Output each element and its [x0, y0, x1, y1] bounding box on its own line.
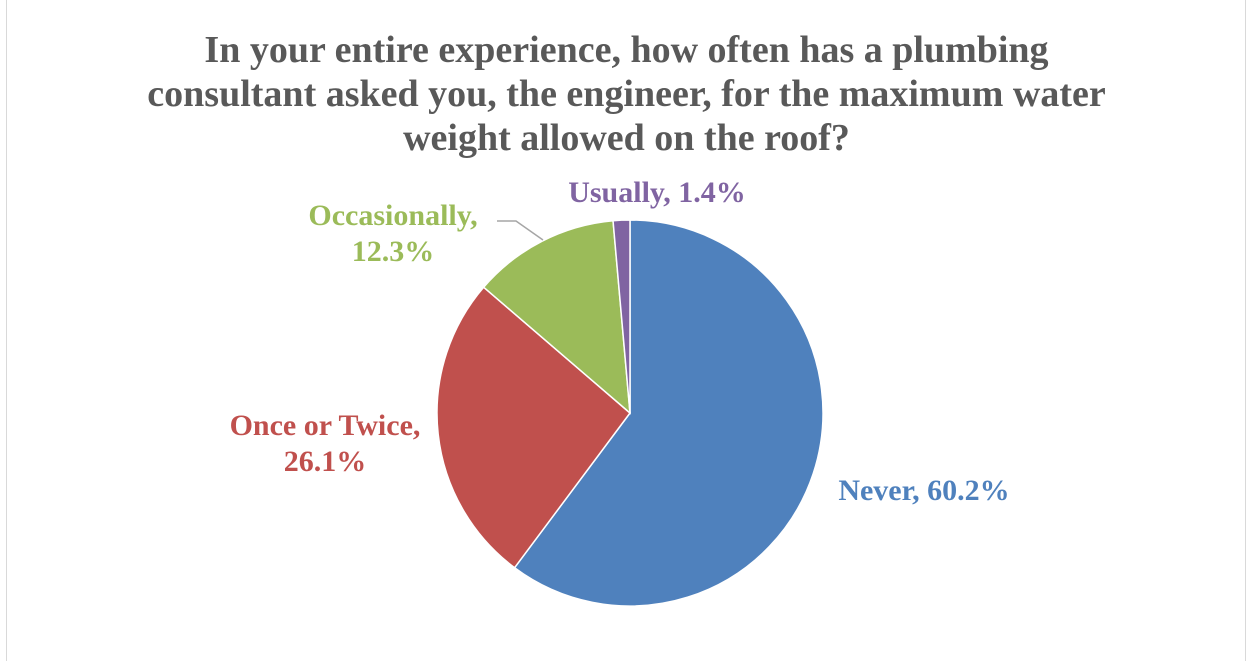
pie-slice-usually — [612, 219, 631, 414]
leader-line-occasionally — [497, 220, 544, 241]
slice-label-usually: Usually, 1.4% — [568, 176, 746, 209]
slice-label-line: 12.3% — [352, 235, 435, 268]
chart-title-line-3: weight allowed on the roof? — [403, 117, 850, 159]
slice-label-line: Once or Twice, — [230, 409, 421, 442]
chart-frame — [6, 0, 1246, 661]
slice-label-never: Never, 60.2% — [838, 474, 1009, 507]
chart-title: In your entire experience, how often has… — [0, 28, 1253, 160]
slice-label-line: Occasionally, — [308, 199, 477, 232]
pie-slice-occasionally — [482, 219, 631, 415]
slice-label-occasionally: Occasionally, 12.3% — [308, 199, 477, 268]
chart-title-line-2: consultant asked you, the engineer, for … — [147, 73, 1106, 115]
slice-label-line: Usually, 1.4% — [568, 176, 746, 209]
slice-label-once-or-twice: Once or Twice, 26.1% — [230, 409, 421, 478]
pie-slice-once-or-twice — [436, 286, 632, 569]
slice-label-line: 26.1% — [284, 445, 367, 478]
chart-title-line-1: In your entire experience, how often has… — [204, 29, 1049, 71]
pie-slice-never — [513, 219, 824, 607]
slice-labels: Never, 60.2% Once or Twice, 26.1% Occasiona… — [230, 176, 1010, 507]
leader-lines — [497, 220, 544, 241]
slice-label-line: Never, 60.2% — [838, 474, 1009, 507]
pie-slices — [436, 219, 824, 607]
